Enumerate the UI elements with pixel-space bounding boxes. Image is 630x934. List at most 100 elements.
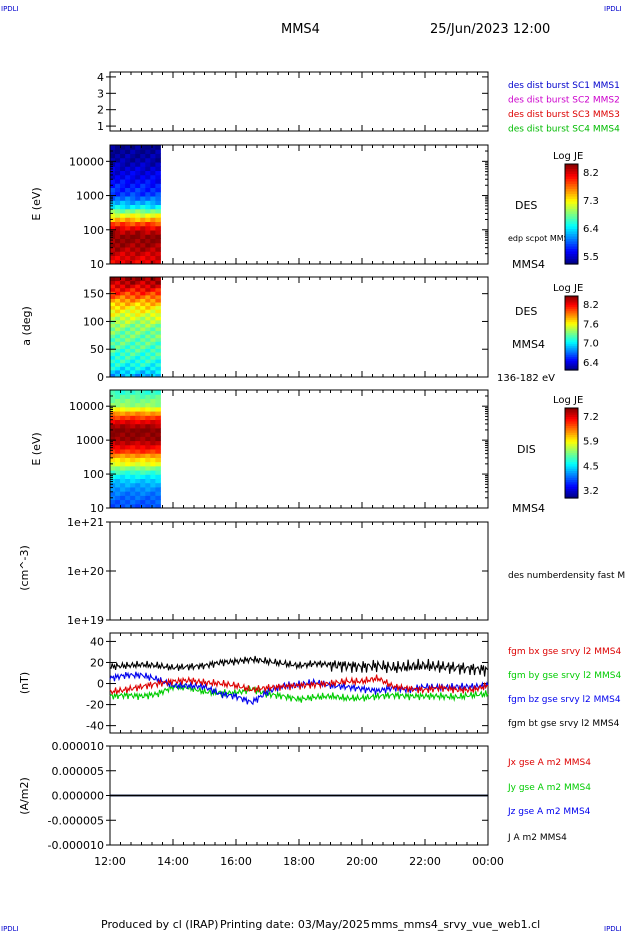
des-energy-cell xyxy=(145,187,151,193)
des-pitch-cell xyxy=(115,344,121,349)
des-pitch-cell xyxy=(115,316,121,321)
des-energy-cell xyxy=(125,251,131,256)
des-energy-cell xyxy=(130,204,136,210)
des-pitch-cell xyxy=(145,330,151,335)
des-pitch-cell xyxy=(110,309,116,314)
des-pitch-cell xyxy=(120,305,126,310)
des-pitch-cell xyxy=(135,334,141,339)
des-energy-cell xyxy=(145,213,151,218)
dis-energy-cell xyxy=(120,402,126,408)
des-pitch-cell xyxy=(130,284,136,289)
des-energy-cell xyxy=(135,217,141,222)
des-energy-cell xyxy=(130,251,136,256)
dis-energy-colorbar-swatch xyxy=(565,426,578,429)
des-pitch-colorbar-swatch xyxy=(565,327,578,330)
des-pitch-cell xyxy=(120,366,126,371)
dis-energy-cell xyxy=(115,415,121,420)
des-energy-cell xyxy=(130,153,136,159)
des-energy-cell xyxy=(155,213,161,218)
dis-energy-cell xyxy=(155,419,161,425)
footer-printing: Printing date: 03/May/2025 xyxy=(220,918,370,931)
dis-energy-cell xyxy=(145,444,151,450)
dis-energy-cell xyxy=(145,499,151,505)
des-energy-colorbar-tick-label: 7.3 xyxy=(583,196,599,207)
des-pitch-cell xyxy=(135,294,141,299)
dis-energy-cell xyxy=(145,419,151,425)
des-energy-y-tick-label: 100 xyxy=(83,224,104,237)
des-energy-cell xyxy=(125,242,131,248)
dis-energy-cell xyxy=(110,444,116,450)
des-pitch-cell xyxy=(140,305,146,310)
des-energy-cell xyxy=(150,149,156,154)
dis-energy-cell xyxy=(125,419,131,425)
dis-energy-cell xyxy=(145,406,151,412)
des-energy-cell xyxy=(130,179,136,184)
des-energy-cell xyxy=(155,183,161,188)
dis-energy-cell xyxy=(120,503,126,509)
des-energy-colorbar-swatch xyxy=(565,179,578,183)
dis-energy-cell xyxy=(125,398,131,404)
dis-energy-cell xyxy=(150,457,156,463)
des-pitch-cell xyxy=(120,323,126,328)
dis-energy-label: DIS xyxy=(517,443,536,456)
dis-energy-cell xyxy=(140,415,146,420)
des-pitch-cell xyxy=(110,334,116,339)
des-pitch-cell xyxy=(140,284,146,289)
dis-energy-colorbar-swatch xyxy=(565,446,578,450)
des-pitch-cell xyxy=(150,284,156,289)
des-energy-cell xyxy=(110,174,116,180)
des-energy-panel xyxy=(109,144,489,265)
des-pitch-cell xyxy=(130,362,136,367)
des-pitch-colorbar-title: Log JE xyxy=(553,283,583,294)
corner-mark-top-left: IPDLI xyxy=(1,5,19,13)
des-energy-cell xyxy=(130,200,136,205)
des-pitch-cell xyxy=(150,344,156,349)
dis-energy-cell xyxy=(130,474,136,479)
dis-energy-colorbar-swatch xyxy=(565,477,578,481)
des-energy-cell xyxy=(115,221,121,227)
dis-energy-cell xyxy=(155,461,161,467)
des-energy-cell xyxy=(120,259,126,265)
des-energy-cell xyxy=(150,170,156,176)
des-energy-cell xyxy=(155,238,161,244)
des-pitch-cell xyxy=(130,366,136,371)
dis-energy-cell xyxy=(120,457,126,463)
density-panel xyxy=(109,521,489,621)
des-energy-cell xyxy=(125,255,131,261)
des-energy-sublabel: edp scpot MMS4 xyxy=(508,234,574,243)
des-pitch-cell xyxy=(125,323,131,328)
des-pitch-cell xyxy=(150,348,156,353)
des-energy-cell xyxy=(145,238,151,244)
des-pitch-cell xyxy=(135,330,141,335)
des-pitch-cell xyxy=(135,348,141,353)
dis-energy-cell xyxy=(135,394,141,399)
des-energy-cell xyxy=(150,242,156,248)
des-pitch-colorbar-swatch xyxy=(565,314,578,317)
des-pitch-cell xyxy=(140,348,146,353)
des-pitch-cell xyxy=(155,323,161,328)
des-pitch-cell xyxy=(135,355,141,360)
des-energy-cell xyxy=(150,187,156,193)
des-energy-colorbar-swatch xyxy=(565,199,578,203)
dis-energy-cell xyxy=(115,390,121,395)
dis-energy-colorbar-swatch xyxy=(565,412,578,416)
des-pitch-y-tick-label: 50 xyxy=(90,343,104,356)
des-pitch-cell xyxy=(115,284,121,289)
dis-energy-cell xyxy=(150,453,156,458)
dis-energy-cell xyxy=(120,499,126,505)
dis-energy-cell xyxy=(120,495,126,501)
des-pitch-colorbar-swatch xyxy=(565,351,578,354)
dis-energy-cell xyxy=(155,465,161,471)
dis-energy-cell xyxy=(110,423,116,429)
dis-energy-colorbar-title: Log JE xyxy=(553,395,583,406)
des-energy-cell xyxy=(120,149,126,154)
dis-energy-cell xyxy=(115,457,121,463)
des-pitch-cell xyxy=(150,330,156,335)
des-pitch-colorbar-tick-label: 7.6 xyxy=(583,319,599,330)
des-energy-colorbar-title: Log JE xyxy=(553,151,583,162)
des-energy-cell xyxy=(150,204,156,210)
des-energy-cell xyxy=(110,221,116,227)
des-pitch-cell xyxy=(130,291,136,296)
des-pitch-cell xyxy=(155,316,161,321)
des-pitch-cell xyxy=(115,277,121,282)
